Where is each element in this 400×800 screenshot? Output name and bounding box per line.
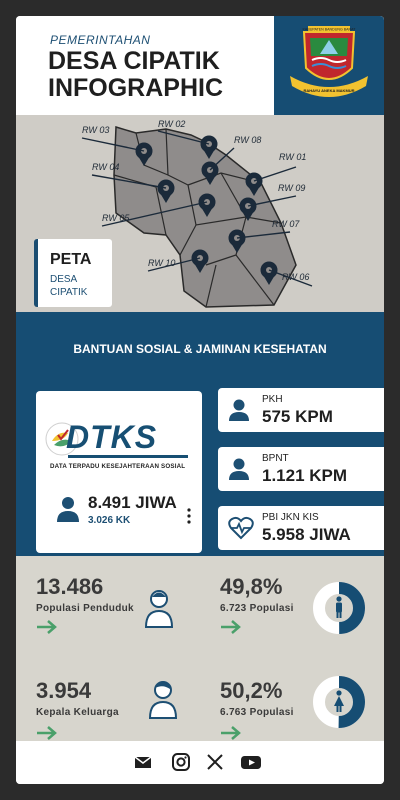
dtks-logo-underline xyxy=(68,455,188,458)
female-donut-chart xyxy=(313,676,365,728)
population-total-label: Populasi Penduduk xyxy=(36,603,134,614)
stat-label: PKH xyxy=(262,394,283,405)
dtks-kk: 3.026 KK xyxy=(88,515,131,526)
rw-label: RW 10 xyxy=(148,258,176,268)
dtks-leaf-icon xyxy=(45,422,79,456)
female-percentage: 50,2% xyxy=(220,678,283,703)
male-count: 6.723 Populasi xyxy=(220,603,294,614)
stat-pkh: PKH 575 KPM xyxy=(218,388,384,432)
male-figure-icon xyxy=(336,596,342,618)
rw-label: RW 06 xyxy=(282,272,310,282)
logo-top-text: KABUPATEN BANDUNG BARAT xyxy=(303,28,357,32)
rw-label: RW 04 xyxy=(92,162,120,172)
x-icon[interactable] xyxy=(205,752,225,772)
person-outline-icon xyxy=(144,590,174,628)
rw-label: RW 05 xyxy=(102,213,130,223)
title-line-2: INFOGRAPHIC xyxy=(48,74,223,102)
footer-social xyxy=(16,741,384,784)
person-icon xyxy=(229,458,249,480)
female-count: 6.763 Populasi xyxy=(220,707,294,718)
header-subtitle: PEMERINTAHAN xyxy=(50,33,151,47)
dtks-card: DTKS DATA TERPADU KESEJAHTERAAN SOSIAL 8… xyxy=(36,391,202,553)
female-figure-icon xyxy=(334,690,344,712)
rw-label: RW 07 xyxy=(272,219,300,229)
rw-label: RW 01 xyxy=(279,152,307,162)
rw-label: RW 08 xyxy=(234,135,262,145)
bansos-section: BANTUAN SOSIAL & JAMINAN KESEHATAN DTKS … xyxy=(16,312,384,556)
rw-label: RW 02 xyxy=(158,119,186,129)
stat-value: 5.958 JIWA xyxy=(262,525,351,544)
head-of-family-icon xyxy=(148,681,178,719)
dtks-logo-text: DTKS xyxy=(66,419,158,455)
stat-pbi-jkn-kis: PBI JKN KIS 5.958 JIWA xyxy=(218,506,384,550)
arrow-right-icon[interactable] xyxy=(220,726,242,740)
village-map xyxy=(81,126,313,308)
infographic-card: PEMERINTAHAN DESA CIPATIK INFOGRAPHIC KA… xyxy=(16,16,384,784)
title-line-1: DESA CIPATIK xyxy=(48,47,220,75)
map-label-card: PETA DESA CIPATIK xyxy=(34,239,112,307)
stat-bpnt: BPNT 1.121 KPM xyxy=(218,447,384,491)
map-label-sub-2: CIPATIK xyxy=(50,287,88,298)
person-icon xyxy=(229,399,249,421)
male-donut-chart xyxy=(313,582,365,634)
stat-label: PBI JKN KIS xyxy=(262,512,319,523)
map-label-sub: DESA CIPATIK xyxy=(50,273,87,299)
bansos-title: BANTUAN SOSIAL & JAMINAN KESEHATAN xyxy=(73,342,327,356)
instagram-icon[interactable] xyxy=(171,752,191,772)
stat-value: 1.121 KPM xyxy=(262,466,348,485)
household-total: 3.954 xyxy=(36,678,92,703)
population-total: 13.486 xyxy=(36,574,104,599)
map-section: RW 03 RW 02 RW 08 RW 04 RW 01 RW 09 RW 0… xyxy=(16,115,384,312)
rw-label: RW 09 xyxy=(278,183,306,193)
male-percentage: 49,8% xyxy=(220,574,283,599)
rw-label: RW 03 xyxy=(82,125,110,135)
stat-value: 575 KPM xyxy=(262,407,333,426)
arrow-right-icon[interactable] xyxy=(220,620,242,634)
youtube-icon[interactable] xyxy=(240,752,262,772)
map-label-sub-1: DESA xyxy=(50,274,78,285)
logo-panel: KABUPATEN BANDUNG BARAT RAHAYU ANEKA MAK… xyxy=(274,16,384,115)
stat-label: BPNT xyxy=(262,453,289,464)
arrow-right-icon[interactable] xyxy=(36,726,58,740)
more-vertical-icon[interactable] xyxy=(186,507,192,525)
logo-bottom-text: RAHAYU ANEKA MAKMUR xyxy=(303,88,354,93)
heart-pulse-icon xyxy=(228,516,254,540)
page-title: DESA CIPATIK INFOGRAPHIC xyxy=(48,48,223,102)
household-label: Kepala Keluarga xyxy=(36,707,119,718)
dtks-description: DATA TERPADU KESEJAHTERAAN SOSIAL xyxy=(50,463,186,470)
map-label-title: PETA xyxy=(50,251,92,268)
mail-icon[interactable] xyxy=(133,752,153,772)
arrow-right-icon[interactable] xyxy=(36,620,58,634)
population-section: 13.486 Populasi Penduduk 49,8% 6.723 Pop… xyxy=(16,556,384,741)
marker-rw02 xyxy=(200,135,218,159)
regency-emblem-logo: KABUPATEN BANDUNG BARAT RAHAYU ANEKA MAK… xyxy=(290,26,368,97)
dtks-value: 8.491 JIWA xyxy=(88,493,177,512)
header: PEMERINTAHAN DESA CIPATIK INFOGRAPHIC KA… xyxy=(16,16,384,115)
person-icon xyxy=(57,497,79,522)
